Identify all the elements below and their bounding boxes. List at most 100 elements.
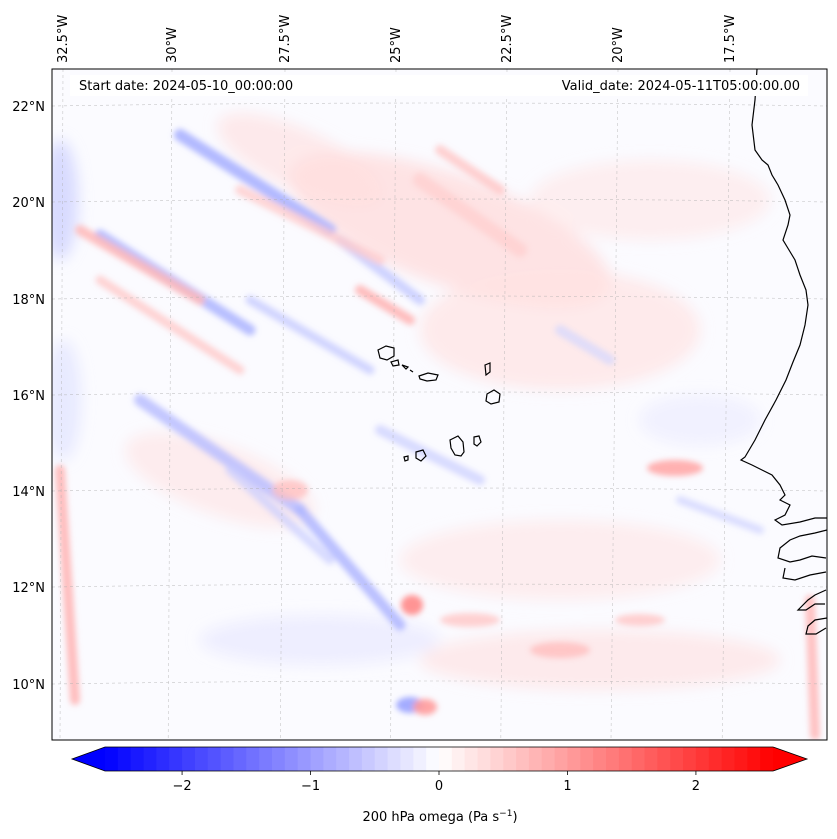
colorbar-step: [477, 747, 491, 771]
colorbar-step: [606, 747, 620, 771]
colorbar-step: [657, 747, 671, 771]
lon-label-22-5w: 22.5°W: [500, 15, 515, 63]
lon-label-32-5w: 32.5°W: [56, 15, 71, 63]
lat-label-20n: 20°N: [12, 196, 45, 211]
colorbar-step: [567, 747, 581, 771]
colorbar-title-exponent: −1: [499, 809, 512, 819]
map-panel: Start date: 2024-05-10_00:00:00 Valid_da…: [12, 15, 828, 741]
colorbar-step: [387, 747, 402, 771]
colorbar-tick-label: −1: [301, 779, 320, 794]
coastlines: [377, 69, 827, 635]
parallel-line: [52, 391, 827, 396]
colorbar: −2 −1 0 1 2 200 hPa omega (Pa s−1): [70, 746, 809, 825]
colorbar-step: [683, 747, 697, 771]
colorbar-step: [541, 747, 556, 771]
parallel-line: [52, 295, 827, 300]
colorbar-extend-low: [72, 747, 105, 771]
longitude-labels: 32.5°W 30°W 27.5°W 25°W 22.5°W 20°W 17.5…: [56, 15, 738, 63]
colorbar-step: [747, 747, 761, 771]
colorbar-step: [464, 747, 479, 771]
colorbar-step: [644, 747, 658, 771]
colorbar-step: [721, 747, 736, 771]
lat-label-12n: 12°N: [12, 581, 45, 596]
colorbar-title: 200 hPa omega (Pa s−1): [362, 809, 517, 825]
colorbar-step: [361, 747, 376, 771]
colorbar-step: [528, 747, 543, 771]
colorbar-step: [593, 747, 607, 771]
colorbar-steps: [105, 747, 774, 771]
meridian-line: [500, 69, 508, 740]
colorbar-outline: [70, 746, 809, 772]
colorbar-step: [220, 747, 235, 771]
meridian-line: [280, 69, 286, 740]
map-frame: [51, 68, 828, 741]
colorbar-ticks: −2 −1 0 1 2: [172, 771, 700, 794]
colorbar-step: [117, 747, 132, 771]
parallel-line: [52, 680, 827, 685]
valid-date-label: Valid_date: 2024-05-11T05:00:00.00: [562, 79, 800, 94]
colorbar-step: [374, 747, 389, 771]
lat-label-14n: 14°N: [12, 485, 45, 500]
meridian-line: [390, 69, 397, 740]
colorbar-step: [284, 747, 299, 771]
lat-label-16n: 16°N: [12, 389, 45, 404]
colorbar-step: [207, 747, 222, 771]
colorbar-step: [670, 747, 684, 771]
meridian-line: [721, 69, 731, 740]
colorbar-step: [618, 747, 633, 771]
colorbar-step: [631, 747, 646, 771]
lat-label-22n: 22°N: [12, 100, 45, 115]
colorbar-step: [297, 747, 312, 771]
date-header: Start date: 2024-05-10_00:00:00 Valid_da…: [70, 75, 808, 96]
colorbar-step: [760, 747, 774, 771]
omega-bands: [55, 129, 820, 740]
parallel-line: [52, 102, 827, 107]
colorbar-step: [143, 747, 157, 771]
lon-label-30w: 30°W: [165, 27, 180, 63]
colorbar-step: [336, 747, 350, 771]
colorbar-step: [323, 747, 337, 771]
colorbar-step: [246, 747, 260, 771]
parallel-line: [52, 583, 827, 588]
latitude-labels: 22°N 20°N 18°N 16°N 14°N 12°N 10°N: [12, 100, 45, 693]
colorbar-step: [695, 747, 710, 771]
colorbar-tick-label: 0: [435, 779, 443, 794]
colorbar-step: [349, 747, 363, 771]
colorbar-step: [503, 747, 517, 771]
colorbar-step: [426, 747, 440, 771]
colorbar-step: [734, 747, 748, 771]
date-header-bg: [70, 75, 808, 96]
colorbar-step: [156, 747, 170, 771]
omega-wash: [52, 113, 780, 690]
colorbar-step: [413, 747, 427, 771]
colorbar-step: [400, 747, 414, 771]
colorbar-step: [310, 747, 324, 771]
colorbar-step: [490, 747, 504, 771]
colorbar-step: [580, 747, 594, 771]
colorbar-step: [182, 747, 196, 771]
colorbar-step: [272, 747, 286, 771]
colorbar-step: [194, 747, 209, 771]
parallel-line: [52, 198, 827, 203]
colorbar-extend-high: [773, 747, 807, 771]
colorbar-tick-label: 2: [692, 779, 700, 794]
colorbar-step: [105, 747, 119, 771]
omega-field: [52, 69, 827, 740]
meridian-line: [610, 69, 619, 740]
africa-coastline: [739, 69, 827, 635]
colorbar-tick-label: 1: [563, 779, 571, 794]
colorbar-step: [451, 747, 466, 771]
colorbar-title-close: ): [512, 810, 517, 825]
colorbar-tick-label: −2: [172, 779, 191, 794]
colorbar-step: [516, 747, 530, 771]
colorbar-step: [439, 747, 453, 771]
colorbar-step: [233, 747, 247, 771]
colorbar-step: [708, 747, 723, 771]
lon-label-27-5w: 27.5°W: [278, 15, 293, 63]
colorbar-step: [130, 747, 145, 771]
lon-label-20w: 20°W: [611, 27, 626, 63]
lon-label-25w: 25°W: [389, 27, 404, 63]
colorbar-step: [169, 747, 183, 771]
